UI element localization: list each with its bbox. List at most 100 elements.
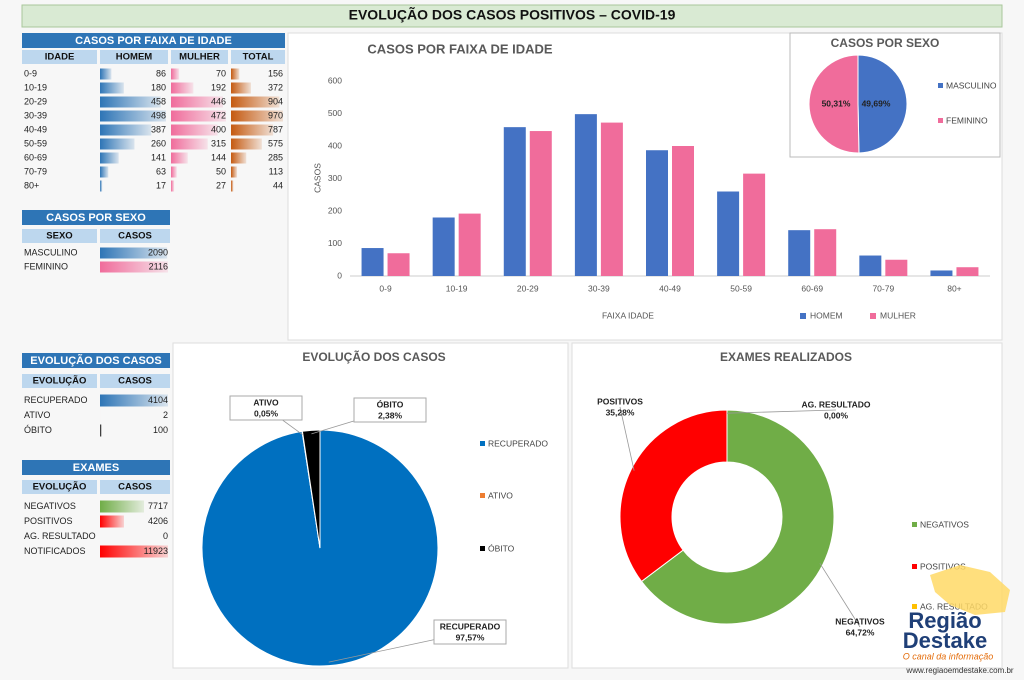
data-label: 35,28%	[606, 407, 635, 417]
data-bar	[171, 96, 223, 108]
y-tick-label: 400	[328, 140, 342, 150]
table-number: 156	[268, 68, 283, 78]
y-tick-label: 500	[328, 108, 342, 118]
legend-label: MULHER	[880, 310, 916, 320]
leader-line	[619, 406, 635, 471]
data-label-name: RECUPERADO	[440, 621, 501, 631]
data-bar	[171, 110, 226, 122]
data-bar	[100, 68, 112, 80]
data-bar	[231, 180, 234, 192]
table-number: 285	[268, 152, 283, 162]
table-title-bg	[22, 353, 170, 368]
bar	[361, 248, 384, 276]
table-label: 70-79	[24, 166, 47, 176]
table-number: 4104	[148, 395, 168, 405]
table-number: 472	[211, 110, 226, 120]
data-bar	[231, 96, 280, 108]
bar	[646, 150, 668, 276]
data-bar	[100, 96, 161, 108]
column-header-bg	[100, 50, 168, 64]
data-bar	[231, 110, 283, 122]
x-tick-label: 20-29	[517, 283, 539, 293]
table-title-bg	[22, 460, 170, 475]
table-number: 4206	[148, 516, 168, 526]
legend-swatch	[938, 118, 943, 123]
table-label: 40-49	[24, 124, 47, 134]
table-number: 44	[273, 180, 283, 190]
logo-url: www.regiaoemdestake.com.br	[905, 666, 1013, 675]
legend-swatch	[480, 493, 485, 498]
data-label: 0,00%	[824, 410, 849, 420]
doughnut-slice	[619, 409, 728, 583]
table-number: 970	[268, 110, 283, 120]
table-label: RECUPERADO	[24, 395, 88, 405]
data-label: 64,72%	[846, 627, 875, 637]
column-header: MULHER	[179, 52, 220, 63]
table-number: 7717	[148, 501, 168, 511]
leader-line	[819, 563, 861, 628]
table-number: 400	[211, 124, 226, 134]
pie-slice	[301, 429, 321, 549]
label-box	[229, 395, 303, 421]
logo-tagline: O canal da informação	[903, 651, 994, 661]
legend-label: FEMININO	[946, 115, 988, 125]
column-header: TOTAL	[243, 52, 274, 63]
column-header: CASOS	[118, 376, 152, 387]
page-title: EVOLUÇÃO DOS CASOS POSITIVOS – COVID-19	[349, 6, 676, 23]
data-bar	[100, 152, 119, 164]
data-label: 50,31%	[822, 98, 851, 108]
x-tick-label: 0-9	[379, 283, 392, 293]
data-bar	[100, 166, 109, 178]
table-number: 27	[216, 180, 226, 190]
data-bar	[171, 180, 175, 192]
table-number: 315	[211, 138, 226, 148]
data-bar	[100, 180, 103, 192]
data-label-name: ÓBITO	[377, 398, 404, 409]
table-number: 11923	[144, 546, 168, 556]
table-number: 260	[151, 138, 166, 148]
table-label: ATIVO	[24, 410, 50, 420]
y-tick-label: 0	[337, 270, 342, 280]
charts: CASOS POR FAIXA DE IDADE CASOS FAIXA IDADE…	[201, 36, 997, 667]
bar	[529, 131, 552, 276]
legend-swatch	[912, 522, 917, 527]
data-bar	[100, 545, 168, 558]
table-number: 192	[211, 82, 226, 92]
x-tick-label: 10-19	[446, 283, 468, 293]
table-label: AG. RESULTADO	[24, 531, 96, 541]
legend-swatch	[912, 604, 917, 609]
legend-swatch	[480, 441, 485, 446]
column-header-bg	[171, 50, 228, 64]
table-number: 387	[151, 124, 166, 134]
bar	[814, 229, 837, 276]
table-number: 144	[211, 152, 226, 162]
column-header-bg	[22, 480, 97, 494]
table-label: 50-59	[24, 138, 47, 148]
table-number: 17	[156, 180, 166, 190]
data-label-name: NEGATIVOS	[835, 616, 885, 626]
data-bar	[231, 166, 238, 178]
table-label: NOTIFICADOS	[24, 546, 86, 556]
bar	[503, 127, 526, 277]
y-tick-label: 300	[328, 173, 342, 183]
data-bar	[171, 138, 208, 150]
x-tick-label: 70-79	[872, 283, 894, 293]
logo-map	[930, 565, 1010, 615]
legend-swatch	[480, 546, 485, 551]
data-label-name: POSITIVOS	[597, 396, 643, 406]
legend-label: NEGATIVOS	[920, 519, 969, 529]
legend-label: HOMEM	[810, 310, 843, 320]
column-header: IDADE	[45, 52, 75, 63]
table-label: ÓBITO	[24, 425, 52, 435]
table-title-bg	[22, 210, 170, 225]
bar	[930, 270, 953, 276]
table-number: 113	[269, 166, 283, 176]
column-header: CASOS	[118, 482, 152, 493]
column-header-bg	[100, 229, 170, 243]
table-number: 63	[156, 166, 166, 176]
table-label: NEGATIVOS	[24, 501, 76, 511]
data-label: 97,57%	[456, 632, 485, 642]
x-tick-label: 80+	[947, 283, 961, 293]
data-label-name: ATIVO	[253, 397, 279, 407]
